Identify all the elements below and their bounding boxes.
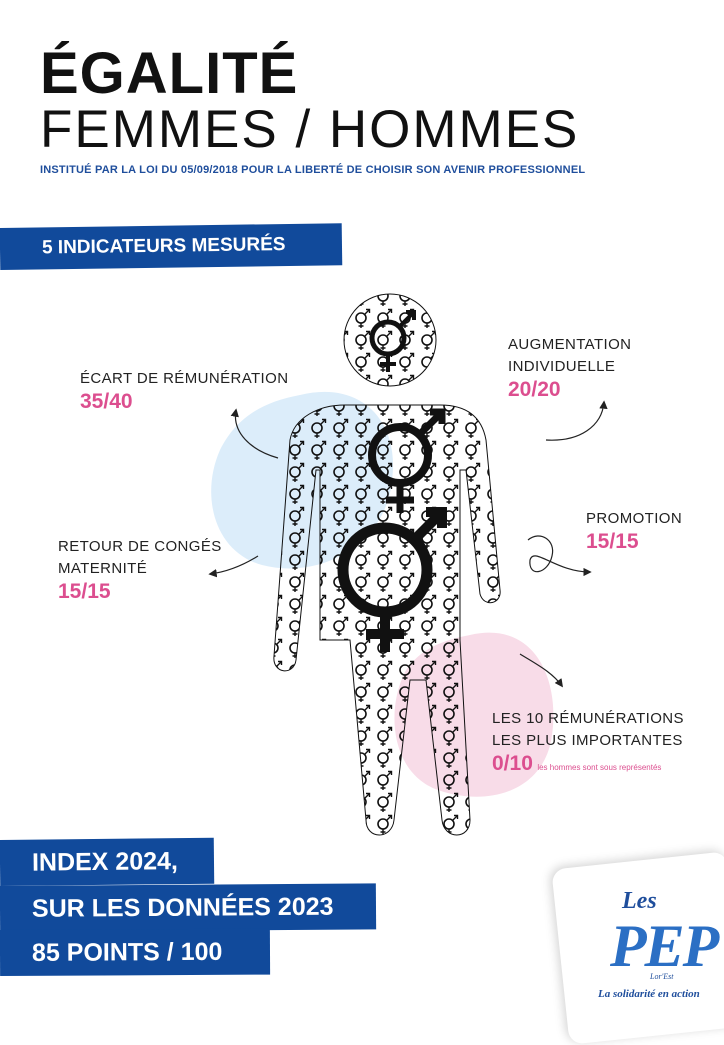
indicator-label: PROMOTION [586, 510, 683, 527]
indicator-remunerations: LES 10 RÉMUNÉRATIONS LES PLUS IMPORTANTE… [492, 708, 684, 776]
indicator-ecart: ÉCART DE RÉMUNÉRATION 35/40 [80, 368, 288, 414]
logo-les: Les [622, 888, 657, 914]
indicator-label: AUGMENTATION [508, 336, 632, 353]
indicator-label: LES 10 RÉMUNÉRATIONS [492, 710, 684, 727]
indicator-label: MATERNITÉ [58, 560, 148, 577]
arrow-icon [208, 400, 608, 688]
indicator-retour: RETOUR DE CONGÉS MATERNITÉ 15/15 [58, 536, 222, 604]
indicator-label: LES PLUS IMPORTANTES [492, 732, 683, 749]
illustration [208, 293, 608, 836]
index-band-year: INDEX 2024, [0, 837, 215, 886]
indicator-note: les hommes sont sous représentés [537, 763, 662, 772]
indicator-label: ÉCART DE RÉMUNÉRATION [80, 370, 289, 387]
page-subtitle: INSTITUÉ PAR LA LOI DU 05/09/2018 POUR L… [40, 164, 586, 176]
indicator-value: 35/40 [80, 390, 133, 413]
indicator-label: INDIVIDUELLE [508, 358, 616, 375]
page-title-line2: FEMMES / HOMMES [40, 100, 580, 159]
indicator-augmentation: AUGMENTATION INDIVIDUELLE 20/20 [508, 334, 631, 402]
indicator-label: RETOUR DE CONGÉS [58, 538, 222, 555]
indicator-promotion: PROMOTION 15/15 [586, 508, 682, 554]
index-band-data: SUR LES DONNÉES 2023 [0, 883, 377, 932]
page-title: ÉGALITÉ [40, 41, 299, 106]
index-band-score: 85 POINTS / 100 [0, 928, 271, 976]
gender-symbol-icon [337, 310, 447, 652]
logo-pep: PEP [610, 913, 719, 979]
logo-tagline: La solidarité en action [598, 988, 700, 1000]
indicators-band: 5 INDICATEURS MESURÉS [0, 223, 343, 270]
indicator-value: 0/10 [492, 752, 533, 775]
indicator-value: 15/15 [586, 530, 639, 553]
indicator-value: 15/15 [58, 580, 111, 603]
logo-region: Lor'Est [650, 972, 674, 981]
indicator-value: 20/20 [508, 378, 561, 401]
